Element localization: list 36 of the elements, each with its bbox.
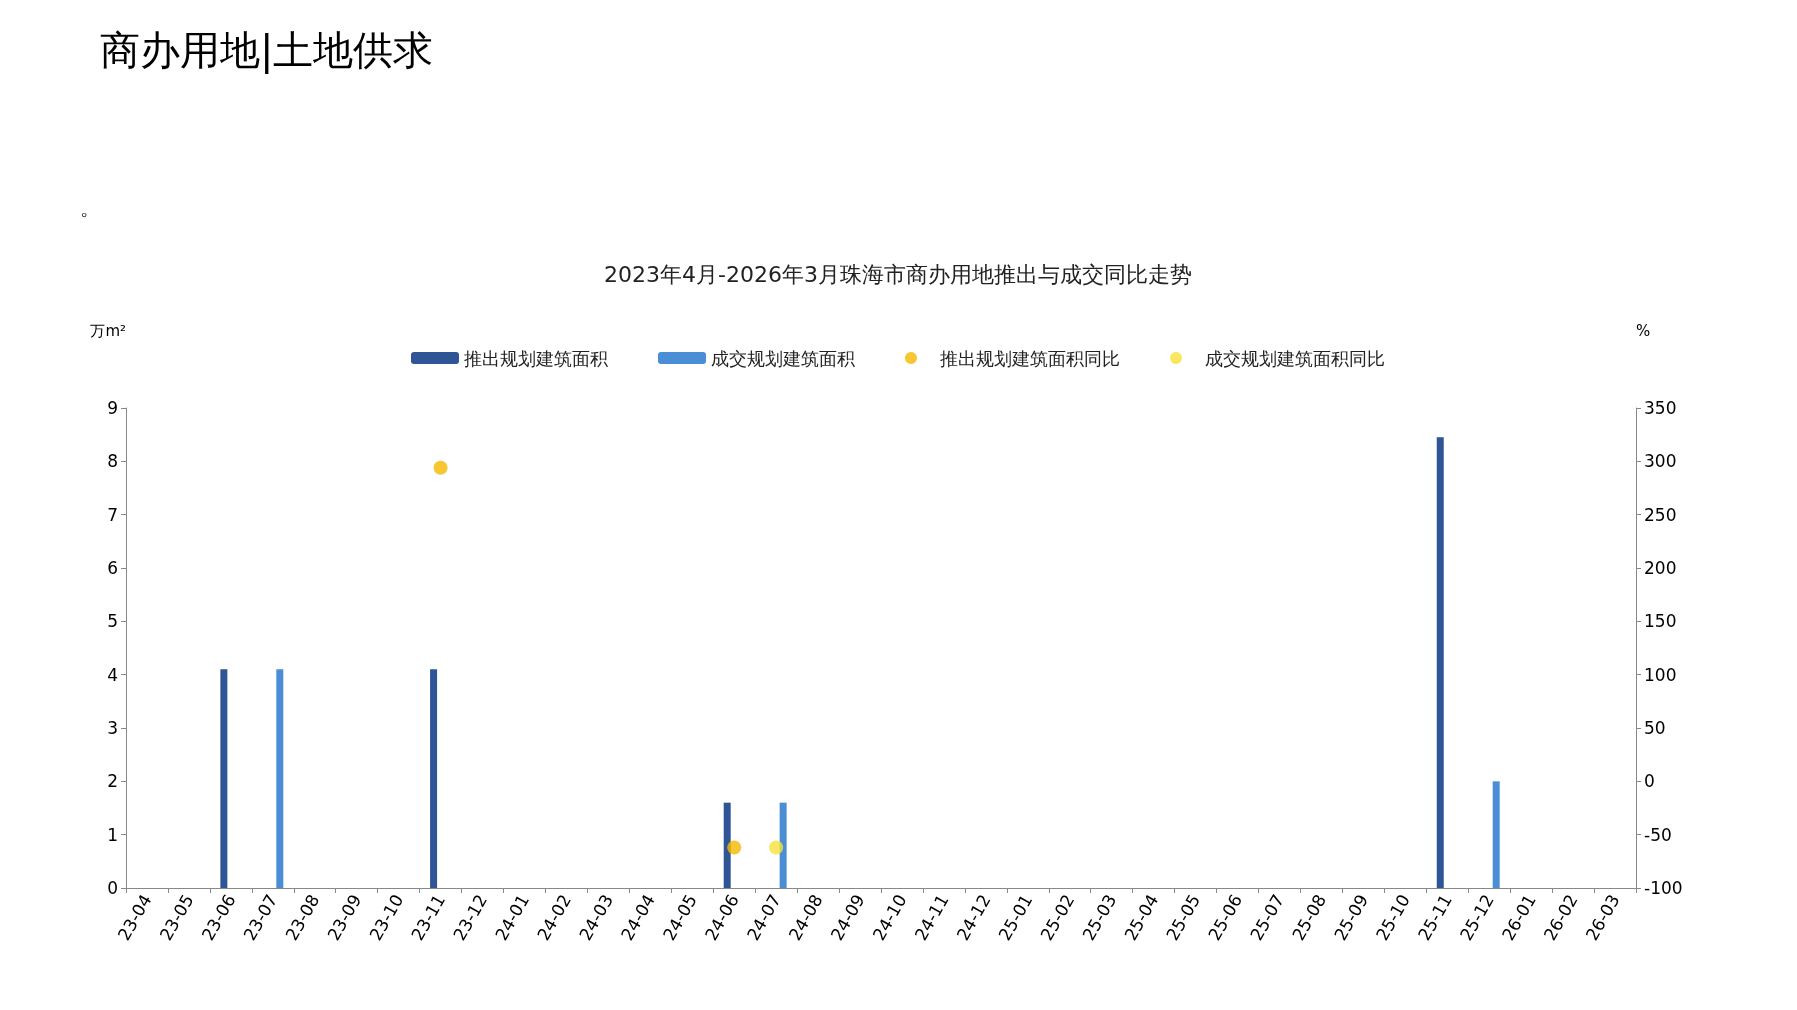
y2-tick-label: -50 <box>1644 824 1672 845</box>
y-tick-label: 6 <box>107 558 118 578</box>
y-tick-label: 2 <box>107 771 118 792</box>
y2-tick-label: 250 <box>1644 504 1677 525</box>
bar <box>1492 781 1500 888</box>
y2-tick-label: -100 <box>1644 878 1683 898</box>
y-tick-label: 0 <box>107 878 118 898</box>
y-tick-label: 4 <box>107 664 118 685</box>
y-tick-label: 1 <box>107 824 118 845</box>
y2-axis-title: % <box>1636 321 1651 340</box>
bar <box>276 669 284 888</box>
y-axis-title: 万m² <box>90 321 126 340</box>
bar <box>1436 437 1444 888</box>
y2-tick-label: 350 <box>1644 398 1677 418</box>
bar <box>779 802 787 888</box>
y2-tick-label: 0 <box>1644 771 1655 792</box>
y2-tick-label: 100 <box>1644 664 1677 685</box>
y-tick-label: 9 <box>107 398 118 418</box>
legend-label: 推出规划建筑面积 <box>464 347 608 369</box>
bar <box>723 802 731 888</box>
y-tick-label: 3 <box>107 718 118 738</box>
y-tick-label: 5 <box>107 611 118 632</box>
bar <box>430 669 438 888</box>
text: 商办用地|土地供求 <box>100 27 434 74</box>
legend-label: 成交规划建筑面积同比 <box>1205 347 1385 369</box>
legend-label: 成交规划建筑面积 <box>711 347 855 369</box>
y2-tick-label: 50 <box>1644 718 1666 738</box>
text: 。 <box>80 196 100 220</box>
y2-tick-label: 200 <box>1644 558 1677 578</box>
chart-title: 2023年4月-2026年3月珠海市商办用地推出与成交同比走势 <box>604 261 1192 287</box>
y2-tick-label: 150 <box>1644 611 1677 632</box>
y-tick-label: 7 <box>107 504 118 525</box>
legend-label: 推出规划建筑面积同比 <box>940 347 1120 369</box>
bar <box>220 669 228 888</box>
y-tick-label: 8 <box>107 451 118 472</box>
y2-tick-label: 300 <box>1644 451 1677 472</box>
